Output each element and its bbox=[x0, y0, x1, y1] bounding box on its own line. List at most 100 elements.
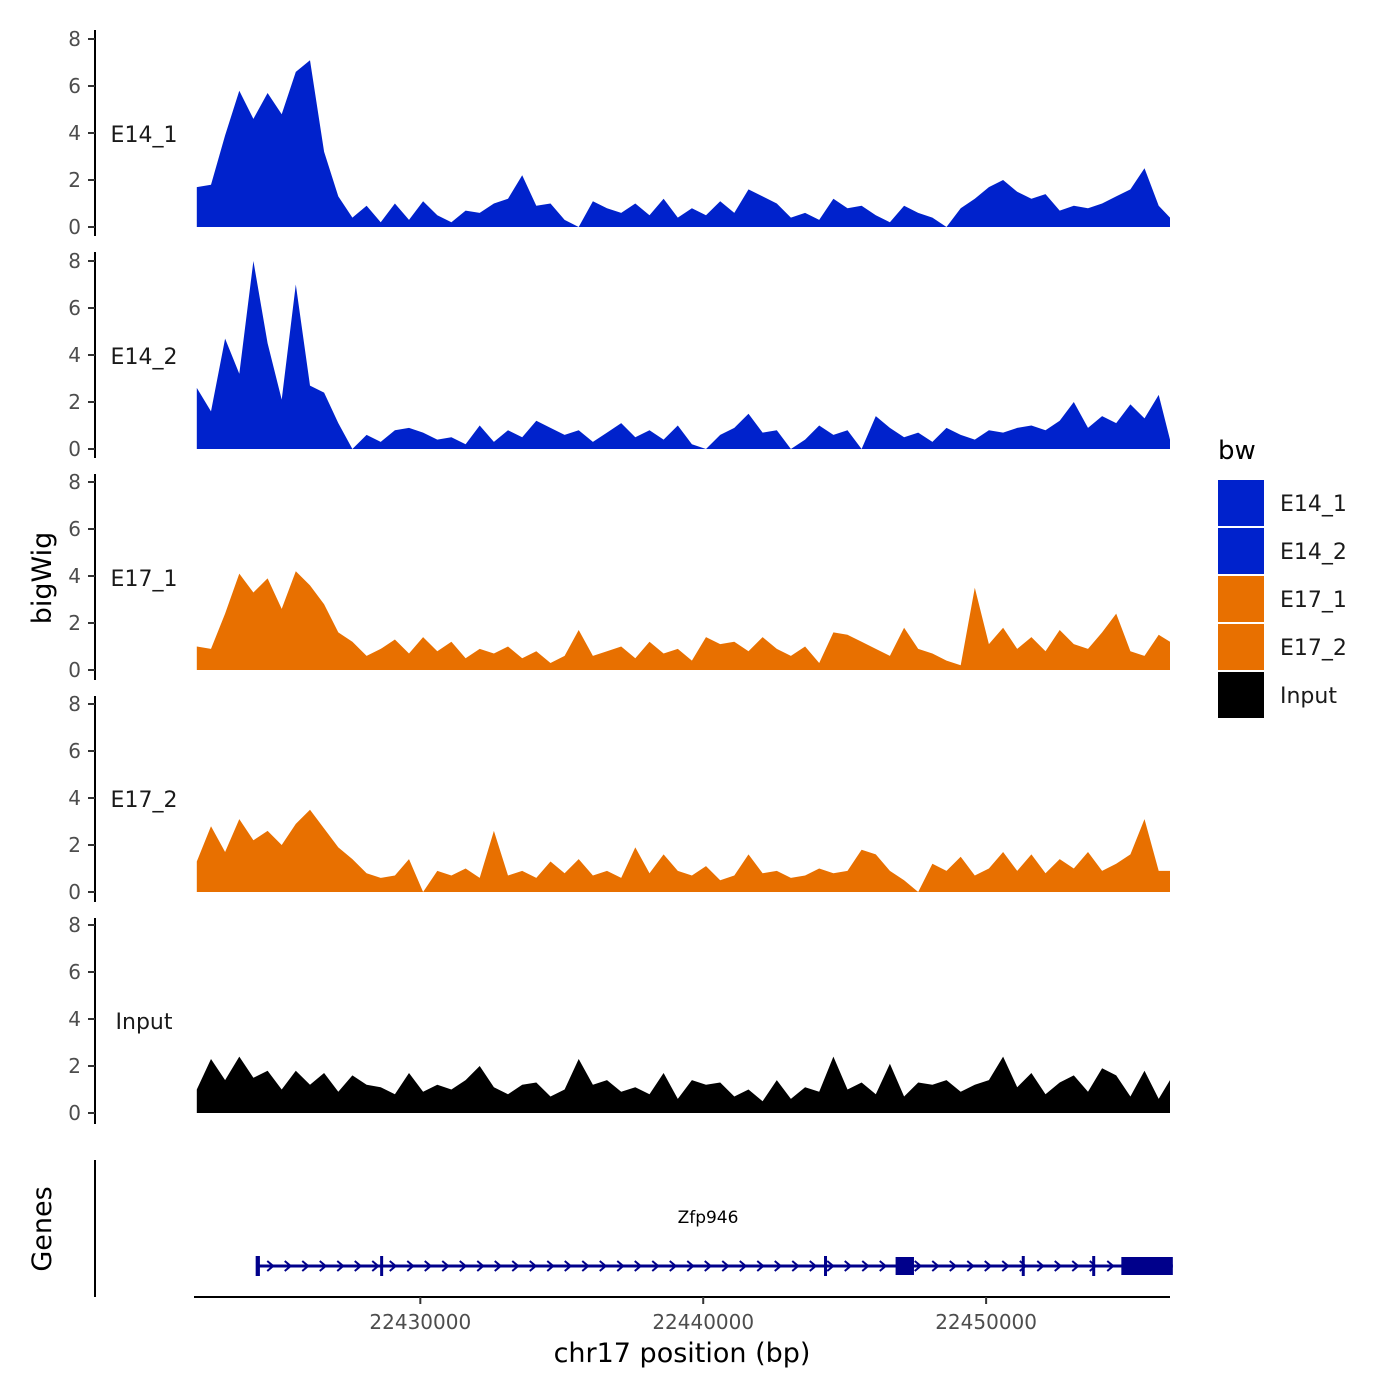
gene-exon bbox=[1092, 1256, 1096, 1276]
legend-label: Input bbox=[1280, 684, 1337, 709]
legend-label: E14_2 bbox=[1280, 540, 1347, 565]
strand-arrow bbox=[406, 1260, 415, 1272]
strand-arrow bbox=[1001, 1260, 1010, 1272]
strand-arrow bbox=[581, 1260, 590, 1272]
coverage-area-e14-1 bbox=[196, 60, 1171, 228]
y-tick-label: 8 bbox=[68, 27, 81, 51]
x-axis-title: chr17 position (bp) bbox=[554, 1338, 811, 1369]
gene-model bbox=[255, 1256, 1173, 1276]
y-axis-ticks: 0 2 4 6 8 0 2 4 6 8 0 2 4 6 8 0 2 4 6 8 0 2 4 6 8 bbox=[68, 27, 95, 1125]
track-label: E17_1 bbox=[111, 567, 178, 592]
track-label: Input bbox=[116, 1010, 173, 1035]
gene-name-label: Zfp946 bbox=[678, 1208, 739, 1228]
x-axis-ticks: 22430000 22440000 22450000 bbox=[369, 1297, 1037, 1334]
strand-arrow bbox=[529, 1260, 538, 1272]
strand-arrow bbox=[809, 1260, 818, 1272]
legend-swatch bbox=[1218, 480, 1264, 526]
y-tick-label: 6 bbox=[68, 960, 81, 984]
x-axis: 22430000 22440000 22450000 chr17 position … bbox=[194, 1296, 1170, 1369]
strand-arrow bbox=[1071, 1260, 1080, 1272]
y-tick-label: 6 bbox=[68, 296, 81, 320]
strand-arrow bbox=[424, 1260, 433, 1272]
y-tick-label: 0 bbox=[68, 437, 81, 461]
legend-swatch bbox=[1218, 576, 1264, 622]
x-tick-label: 22430000 bbox=[369, 1310, 471, 1334]
y-tick-label: 8 bbox=[68, 913, 81, 937]
strand-arrow bbox=[686, 1260, 695, 1272]
x-tick-label: 22450000 bbox=[935, 1310, 1037, 1334]
coverage-area-e14-2 bbox=[196, 261, 1171, 449]
strand-arrow bbox=[844, 1260, 853, 1272]
strand-arrow bbox=[704, 1260, 713, 1272]
y-tick-label: 2 bbox=[68, 833, 81, 857]
gene-exon bbox=[824, 1256, 828, 1276]
gene-exon bbox=[1021, 1256, 1025, 1276]
legend-swatch bbox=[1218, 624, 1264, 670]
gene-exon bbox=[255, 1256, 260, 1276]
strand-arrow bbox=[1106, 1260, 1115, 1272]
strand-arrow bbox=[319, 1260, 328, 1272]
y-tick-label: 4 bbox=[68, 786, 81, 810]
track-label: E14_2 bbox=[111, 345, 178, 370]
strand-arrow bbox=[826, 1260, 835, 1272]
strand-arrow bbox=[511, 1260, 520, 1272]
y-tick-label: 0 bbox=[68, 1101, 81, 1125]
coverage-areas bbox=[196, 60, 1171, 1113]
y-tick-label: 8 bbox=[68, 692, 81, 716]
strand-arrow bbox=[441, 1260, 450, 1272]
gene-exon bbox=[380, 1256, 384, 1276]
strand-arrow bbox=[879, 1260, 888, 1272]
strand-arrow bbox=[284, 1260, 293, 1272]
legend-items: E14_1 E14_2 E17_1 E17_2 Input bbox=[1218, 480, 1347, 718]
strand-arrow bbox=[1036, 1260, 1045, 1272]
coverage-area-e17-1 bbox=[196, 571, 1171, 670]
y-tick-label: 0 bbox=[68, 215, 81, 239]
strand-arrow bbox=[651, 1260, 660, 1272]
strand-arrow bbox=[546, 1260, 555, 1272]
gene-track-panel: Genes Zfp946 bbox=[27, 1160, 1173, 1297]
strand-arrow bbox=[861, 1260, 870, 1272]
track-label: E14_1 bbox=[111, 123, 178, 148]
gene-exon bbox=[895, 1257, 914, 1275]
strand-arrow bbox=[1054, 1260, 1063, 1272]
coverage-area-input bbox=[196, 1056, 1171, 1113]
strand-arrow bbox=[371, 1260, 380, 1272]
y-tick-label: 8 bbox=[68, 470, 81, 494]
strand-arrow bbox=[301, 1260, 310, 1272]
strand-arrow bbox=[1089, 1260, 1098, 1272]
track-panel-e14-2: E14_2 bbox=[94, 252, 178, 458]
y-tick-label: 0 bbox=[68, 658, 81, 682]
legend-label: E17_1 bbox=[1280, 588, 1347, 613]
strand-arrow bbox=[599, 1260, 608, 1272]
strand-arrow bbox=[476, 1260, 485, 1272]
y-tick-label: 2 bbox=[68, 1054, 81, 1078]
y-tick-label: 4 bbox=[68, 343, 81, 367]
strand-arrow bbox=[459, 1260, 468, 1272]
y-tick-label: 6 bbox=[68, 739, 81, 763]
strand-arrow bbox=[739, 1260, 748, 1272]
y-tick-label: 4 bbox=[68, 564, 81, 588]
gene-exon bbox=[1121, 1257, 1173, 1275]
strand-arrow bbox=[354, 1260, 363, 1272]
strand-arrow bbox=[266, 1260, 275, 1272]
legend: bw E14_1 E14_2 E17_1 E17_2 Input bbox=[1218, 436, 1347, 718]
y-tick-label: 4 bbox=[68, 121, 81, 145]
strand-arrow bbox=[336, 1260, 345, 1272]
y-tick-label: 0 bbox=[68, 880, 81, 904]
legend-label: E14_1 bbox=[1280, 492, 1347, 517]
coverage-area-e17-2 bbox=[196, 809, 1171, 892]
strand-arrow bbox=[616, 1260, 625, 1272]
strand-arrow bbox=[389, 1260, 398, 1272]
y-tick-label: 2 bbox=[68, 390, 81, 414]
strand-arrow bbox=[634, 1260, 643, 1272]
strand-arrow bbox=[931, 1260, 940, 1272]
strand-arrow bbox=[949, 1260, 958, 1272]
x-tick-label: 22440000 bbox=[652, 1310, 754, 1334]
strand-arrow bbox=[984, 1260, 993, 1272]
strand-arrow bbox=[774, 1260, 783, 1272]
strand-arrow bbox=[564, 1260, 573, 1272]
legend-title: bw bbox=[1218, 436, 1256, 466]
strand-arrow bbox=[914, 1260, 923, 1272]
